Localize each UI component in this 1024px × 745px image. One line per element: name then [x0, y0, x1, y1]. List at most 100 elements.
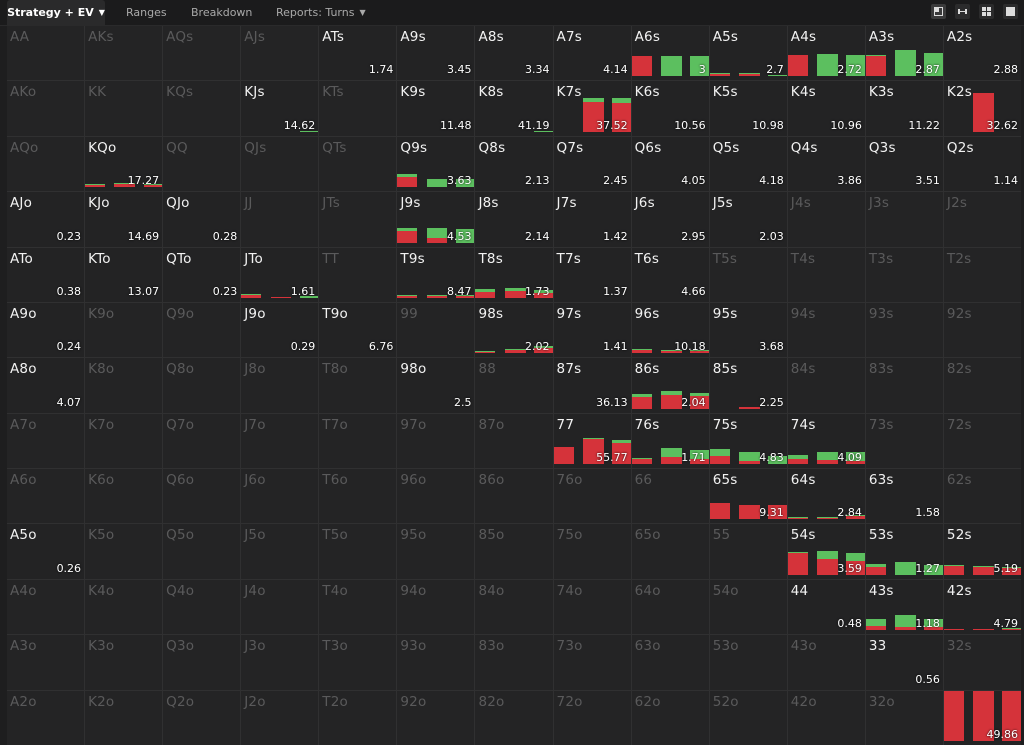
hand-cell[interactable]: 53o [709, 635, 787, 690]
hand-cell[interactable]: J5o [241, 524, 319, 579]
hand-cell[interactable]: K8o [85, 358, 163, 413]
hand-cell[interactable]: K4o [85, 579, 163, 635]
hand-cell[interactable]: Q9o [163, 302, 241, 358]
hand-cell[interactable]: J2o [241, 690, 319, 745]
hand-cell[interactable]: 53s 1.27 [865, 524, 943, 579]
hand-cell[interactable]: 84s [787, 358, 865, 413]
hand-cell[interactable]: KTo 13.07 [85, 247, 163, 302]
hand-cell[interactable]: K8s 41.19 [475, 81, 553, 136]
hand-cell[interactable]: Q7s 2.45 [553, 136, 631, 192]
hand-cell[interactable]: JJ [241, 192, 319, 247]
hand-cell[interactable]: T3o [319, 635, 397, 690]
hand-cell[interactable]: T9s 8.47 [397, 247, 475, 302]
hand-cell[interactable]: T5o [319, 524, 397, 579]
hand-cell[interactable]: A7o [7, 413, 85, 469]
hand-cell[interactable]: J4o [241, 579, 319, 635]
hand-cell[interactable]: 97s 1.41 [553, 302, 631, 358]
hand-cell[interactable]: T4s [787, 247, 865, 302]
hand-cell[interactable]: A7s 4.14 [553, 26, 631, 81]
hand-cell[interactable]: 52o [709, 690, 787, 745]
hand-cell[interactable]: J7s 1.42 [553, 192, 631, 247]
hand-cell[interactable]: T6o [319, 469, 397, 524]
hand-cell[interactable]: Q7o [163, 413, 241, 469]
hand-cell[interactable]: A2s 2.88 [943, 26, 1021, 81]
hand-cell[interactable]: T8s 1.73 [475, 247, 553, 302]
hand-cell[interactable]: J5s 2.03 [709, 192, 787, 247]
hand-cell[interactable]: T2s [943, 247, 1021, 302]
hand-cell[interactable]: 32s [943, 635, 1021, 690]
hand-cell[interactable]: J8o [241, 358, 319, 413]
hand-cell[interactable]: 96s 10.18 [631, 302, 709, 358]
hand-cell[interactable]: ATs 1.74 [319, 26, 397, 81]
hand-cell[interactable]: T2o [319, 690, 397, 745]
hand-cell[interactable]: 73o [553, 635, 631, 690]
hand-cell[interactable]: Q8o [163, 358, 241, 413]
hand-cell[interactable]: 2249.86 [943, 690, 1021, 745]
hand-cell[interactable]: JTo 1.61 [241, 247, 319, 302]
hand-cell[interactable]: 88 [475, 358, 553, 413]
hand-cell[interactable]: K7s 37.52 [553, 81, 631, 136]
hand-cell[interactable]: 32o [865, 690, 943, 745]
hand-cell[interactable]: Q2s 1.14 [943, 136, 1021, 192]
hand-cell[interactable]: K3o [85, 635, 163, 690]
hand-cell[interactable]: KJo 14.69 [85, 192, 163, 247]
hand-cell[interactable]: Q4s 3.86 [787, 136, 865, 192]
hand-cell[interactable]: ATo 0.38 [7, 247, 85, 302]
hand-cell[interactable]: K9o [85, 302, 163, 358]
hand-cell[interactable]: A6s 3 [631, 26, 709, 81]
tab-breakdown[interactable]: Breakdown [191, 0, 252, 25]
hand-cell[interactable]: K5s 10.98 [709, 81, 787, 136]
hand-cell[interactable]: KK [85, 81, 163, 136]
hand-cell[interactable]: 64s 2.84 [787, 469, 865, 524]
hand-cell[interactable]: Q5o [163, 524, 241, 579]
hand-cell[interactable]: 62o [631, 690, 709, 745]
hand-cell[interactable]: K6o [85, 469, 163, 524]
tab-ranges[interactable]: Ranges [126, 0, 167, 25]
hand-cell[interactable]: 94o [397, 579, 475, 635]
hand-cell[interactable]: 76s 1.71 [631, 413, 709, 469]
hand-cell[interactable]: T5s [709, 247, 787, 302]
hand-cell[interactable]: 87s 36.13 [553, 358, 631, 413]
hand-cell[interactable]: 43s 1.18 [865, 579, 943, 635]
hand-cell[interactable]: J9s 4.53 [397, 192, 475, 247]
hand-cell[interactable]: 94s [787, 302, 865, 358]
hand-cell[interactable]: K7o [85, 413, 163, 469]
hand-cell[interactable]: 54o [709, 579, 787, 635]
hand-cell[interactable]: KJs 14.62 [241, 81, 319, 136]
hand-cell[interactable]: J4s [787, 192, 865, 247]
hand-cell[interactable]: J9o 0.29 [241, 302, 319, 358]
hand-cell[interactable]: 92o [397, 690, 475, 745]
hand-cell[interactable]: 75s 4.83 [709, 413, 787, 469]
hand-cell[interactable]: A3s 2.87 [865, 26, 943, 81]
hand-cell[interactable]: J3s [865, 192, 943, 247]
hand-cell[interactable]: 93s [865, 302, 943, 358]
hand-cell[interactable]: 83s [865, 358, 943, 413]
hand-cell[interactable]: AA [7, 26, 85, 81]
hand-cell[interactable]: A9o 0.24 [7, 302, 85, 358]
hand-cell[interactable]: 92s [943, 302, 1021, 358]
hand-cell[interactable]: AKs [85, 26, 163, 81]
hand-cell[interactable]: Q4o [163, 579, 241, 635]
hand-cell[interactable]: 86s 2.04 [631, 358, 709, 413]
hand-cell[interactable]: J8s 2.14 [475, 192, 553, 247]
hand-cell[interactable]: A8s 3.34 [475, 26, 553, 81]
hand-cell[interactable]: J7o [241, 413, 319, 469]
hand-cell[interactable]: 85o [475, 524, 553, 579]
half-square-icon[interactable] [930, 4, 946, 19]
hand-cell[interactable]: 44 0.48 [787, 579, 865, 635]
square-icon[interactable] [1003, 4, 1018, 19]
hand-cell[interactable]: T3s [865, 247, 943, 302]
hand-cell[interactable]: 95o [397, 524, 475, 579]
hand-cell[interactable]: 54s 3.59 [787, 524, 865, 579]
hand-cell[interactable]: 75o [553, 524, 631, 579]
hand-cell[interactable]: TT [319, 247, 397, 302]
hand-cell[interactable]: 98s 2.02 [475, 302, 553, 358]
hand-cell[interactable]: 55 [709, 524, 787, 579]
hand-cell[interactable]: 33 0.56 [865, 635, 943, 690]
hand-cell[interactable]: 76o [553, 469, 631, 524]
hand-cell[interactable]: 77 55.77 [553, 413, 631, 469]
hand-cell[interactable]: 87o [475, 413, 553, 469]
hand-cell[interactable]: KTs [319, 81, 397, 136]
hand-cell[interactable]: 42s 4.79 [943, 579, 1021, 635]
hand-cell[interactable]: 72o [553, 690, 631, 745]
